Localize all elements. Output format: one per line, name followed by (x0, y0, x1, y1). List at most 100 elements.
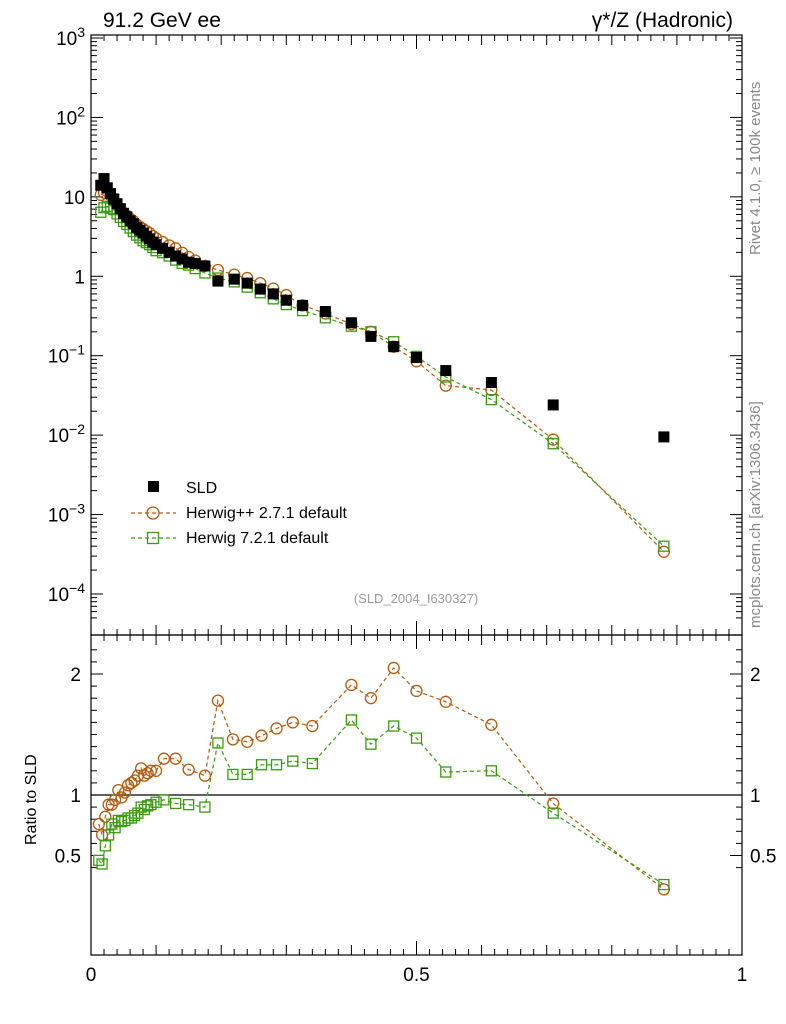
ratio-point-herwigpp (306, 719, 319, 733)
ratio-point-herwigpp (144, 764, 158, 777)
ratio-xtick-label: 1 (737, 965, 748, 986)
main-point-sld (297, 299, 309, 311)
rivet-version-text: Rivet 4.1.0, ≥ 100k events (747, 82, 764, 255)
legend-label-herwigpp: Herwig++ 2.7.1 default (186, 505, 348, 522)
ratio-point-herwigpp (182, 763, 195, 776)
main-point-herwigpp (211, 263, 225, 277)
ratio-point-herwigpp (345, 678, 358, 692)
ratio-point-herwigpp (125, 776, 138, 790)
ratio-point-herwigpp (141, 767, 154, 780)
ratio-ytick-label: 2 (750, 665, 761, 686)
ratio-point-herwig7 (365, 738, 377, 750)
main-point-sld (267, 288, 279, 300)
legend-marker-sld (148, 481, 159, 492)
ratio-point-herwigpp (198, 769, 212, 782)
ratio-point-herwig7 (410, 732, 423, 744)
main-point-sld (98, 173, 110, 185)
ratio-point-herwig7 (287, 755, 299, 767)
ratio-point-herwig7 (128, 809, 141, 822)
ratio-point-herwig7 (199, 801, 211, 813)
ratio-point-herwig7 (658, 878, 670, 891)
main-ytick-label: 103 (56, 24, 85, 50)
legend-marker-herwigpp (146, 506, 160, 520)
ratio-point-herwig7 (109, 822, 121, 834)
main-point-sld (170, 250, 182, 262)
ratio-ytick-label: 1 (70, 786, 81, 807)
main-point-sld (163, 246, 175, 258)
main-point-sld (658, 431, 670, 443)
legend: SLD Herwig++ 2.7.1 default Herwig 7.2.1 … (131, 480, 348, 547)
main-point-sld (228, 273, 240, 285)
ratio-line-herwig7 (98, 719, 665, 886)
ratio-point-herwig7 (182, 799, 195, 811)
ratio-point-herwig7 (306, 757, 318, 770)
main-point-sld (189, 257, 201, 269)
ratio-point-herwig7 (255, 759, 268, 771)
main-point-sld (365, 330, 377, 342)
main-point-sld (241, 277, 253, 289)
ratio-point-herwigpp (118, 786, 132, 799)
mcplots-source-text: mcplots.cern.ch [arXiv:1306.3436] (747, 401, 764, 628)
ratio-point-herwigpp (169, 752, 182, 765)
main-point-sld (388, 341, 400, 353)
main-point-sld (212, 275, 224, 287)
ratio-point-herwigpp (439, 695, 452, 708)
ratio-point-herwigpp (387, 661, 400, 675)
main-ytick-label: 102 (56, 103, 85, 129)
main-point-sld (345, 317, 357, 329)
ratio-ytick-label: 1 (750, 786, 761, 807)
ratio-point-herwig7 (241, 768, 253, 781)
main-point-sld (280, 294, 292, 306)
ratio-xtick-label: 0.5 (403, 965, 429, 986)
main-ytick-label: 10−2 (48, 421, 85, 447)
legend-marker-herwig7 (146, 531, 160, 545)
main-axis-ticks: 10−4 10−3 10−2 10−1 1 10 102 103 (48, 24, 743, 635)
ratio-point-herwigpp (364, 692, 378, 705)
main-point-sld (101, 182, 113, 194)
ratio-point-herwigpp (241, 735, 254, 748)
main-ytick-label: 10−1 (48, 342, 85, 368)
ratio-point-herwigpp (255, 729, 268, 742)
left-title: 91.2 GeV ee (103, 9, 221, 32)
ratio-plot-series (92, 661, 671, 896)
main-point-sld (440, 365, 452, 377)
ratio-point-herwigpp (92, 817, 105, 831)
ratio-axis-label: Ratio to SLD (23, 754, 40, 845)
ratio-point-herwigpp (99, 810, 112, 823)
legend-label-herwig7: Herwig 7.2.1 default (186, 530, 329, 547)
ratio-ytick-label: 2 (70, 665, 81, 686)
ratio-point-herwigpp (149, 764, 163, 777)
ratio-point-herwig7 (169, 797, 182, 810)
main-point-herwig7 (485, 393, 498, 406)
ratio-point-herwig7 (102, 829, 115, 841)
ratio-point-herwig7 (440, 766, 452, 778)
main-point-sld (176, 253, 188, 265)
main-point-sld (199, 260, 211, 272)
ratio-point-herwig7 (132, 807, 144, 819)
main-point-herwig7 (547, 438, 559, 450)
ratio-point-herwigpp (157, 752, 171, 765)
ratio-point-herwig7 (547, 807, 559, 819)
analysis-watermark: (SLD_2004_I630327) (354, 591, 478, 606)
ratio-point-herwigpp (226, 733, 240, 746)
right-title: γ*/Z (Hadronic) (592, 9, 733, 32)
ratio-ytick-label: 0.5 (750, 847, 776, 868)
ratio-line-herwigpp (98, 667, 665, 890)
ratio-point-herwig7 (388, 720, 400, 732)
main-point-sld (485, 377, 497, 389)
main-ytick-label: 10 (64, 188, 85, 209)
main-point-sld (183, 256, 195, 268)
ratio-point-herwigpp (95, 828, 109, 842)
ratio-point-herwig7 (227, 768, 239, 781)
main-plot-series (94, 173, 671, 558)
ratio-point-herwig7 (141, 800, 154, 812)
ratio-point-herwig7 (93, 854, 105, 866)
main-point-sld (95, 179, 107, 191)
ratio-point-herwigpp (211, 694, 225, 707)
ratio-point-herwig7 (212, 737, 224, 749)
main-ytick-label: 10−3 (48, 501, 85, 527)
ratio-point-herwig7 (99, 840, 111, 852)
ratio-point-herwig7 (485, 765, 498, 777)
main-point-sld (411, 351, 422, 363)
